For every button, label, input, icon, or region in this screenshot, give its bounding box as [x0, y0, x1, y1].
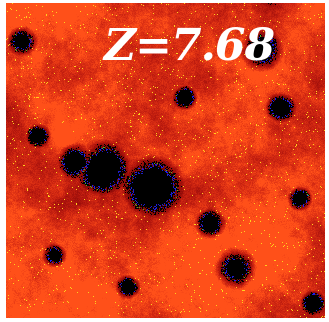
ionization-field-canvas: [6, 3, 325, 318]
redshift-label: Z=7.68: [104, 20, 275, 71]
ionization-field-map: [6, 3, 325, 318]
